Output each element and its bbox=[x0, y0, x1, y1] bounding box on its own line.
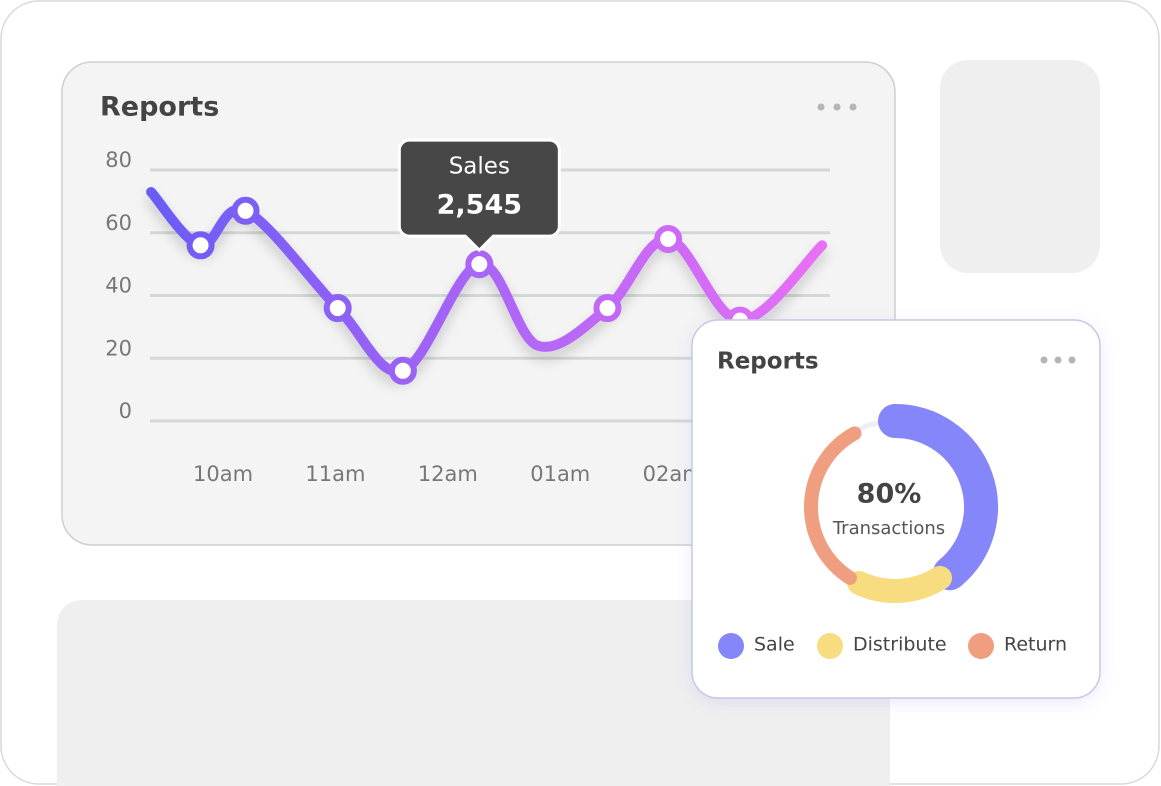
card-title: Reports bbox=[717, 349, 819, 375]
data-point bbox=[231, 196, 260, 225]
card-background bbox=[691, 319, 1101, 699]
more-icon[interactable] bbox=[817, 103, 857, 111]
data-point bbox=[186, 231, 215, 260]
y-tick-label: 60 bbox=[105, 211, 132, 235]
tooltip-value: 2,545 bbox=[437, 190, 522, 221]
donut-segment bbox=[878, 404, 998, 591]
more-icon[interactable] bbox=[1040, 356, 1076, 364]
donut-card: Reports 80% Transactions Sale Distribute Ret… bbox=[691, 319, 1101, 699]
y-tick-label: 40 bbox=[105, 274, 132, 298]
legend-swatch bbox=[718, 633, 744, 659]
data-point bbox=[465, 250, 494, 279]
y-tick-label: 80 bbox=[105, 148, 132, 172]
legend-label: Return bbox=[1004, 634, 1067, 656]
data-point bbox=[654, 225, 683, 254]
center-value: 80% bbox=[857, 479, 922, 510]
x-tick-label: 12am bbox=[418, 462, 478, 486]
card-title: Reports bbox=[100, 92, 219, 123]
data-point bbox=[323, 294, 352, 323]
placeholder-card bbox=[940, 60, 1100, 273]
card-background bbox=[61, 61, 896, 546]
x-tick-label: 11am bbox=[305, 462, 365, 486]
donut-segment bbox=[804, 426, 862, 585]
x-tick-label: 01am bbox=[530, 462, 590, 486]
donut-segment bbox=[847, 565, 953, 603]
legend-label: Distribute bbox=[853, 634, 947, 656]
center-label: Transactions bbox=[832, 518, 945, 539]
tooltip-box bbox=[397, 138, 561, 253]
legend-label: Sale bbox=[754, 634, 795, 656]
y-tick-label: 20 bbox=[105, 336, 132, 360]
y-tick-label: 0 bbox=[119, 399, 132, 423]
placeholder-card bbox=[57, 600, 890, 786]
legend-swatch bbox=[968, 633, 994, 659]
x-tick-label: 10am bbox=[193, 462, 253, 486]
data-point bbox=[388, 356, 417, 385]
data-point bbox=[593, 294, 622, 323]
tooltip-title: Sales bbox=[449, 154, 510, 180]
legend-swatch bbox=[817, 633, 843, 659]
